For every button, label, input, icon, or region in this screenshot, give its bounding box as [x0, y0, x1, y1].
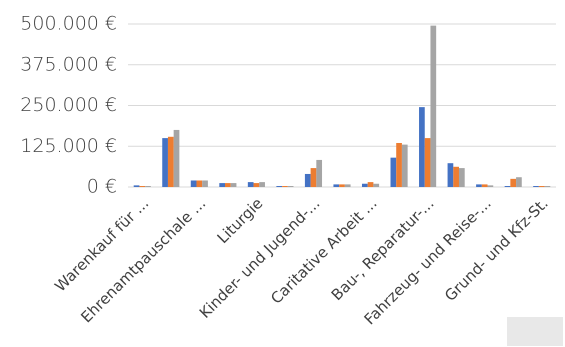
bar [259, 182, 265, 187]
bar [230, 183, 237, 187]
bar [253, 183, 260, 187]
bar [533, 186, 539, 187]
bar [424, 138, 431, 187]
bar [481, 184, 488, 187]
bar [390, 157, 397, 187]
y-tick-label: 125.000 € [20, 135, 117, 157]
bar [316, 159, 323, 187]
bar [202, 180, 208, 187]
bar [196, 180, 203, 187]
bar [516, 177, 522, 187]
bar [304, 173, 311, 187]
bar [504, 186, 511, 187]
bar [458, 168, 465, 187]
bar [162, 138, 168, 187]
x-tick-label: Grund- und Kfz-St. [441, 194, 552, 305]
y-tick-label: 0 € [87, 176, 117, 198]
bar [173, 129, 180, 187]
bar [247, 182, 254, 187]
bar [282, 186, 288, 187]
bar [133, 185, 140, 187]
x-tick-label: Bau-, Reparatur-... [328, 194, 438, 304]
bar [333, 184, 340, 187]
x-tick-label: Liturgie [214, 194, 267, 247]
bar [367, 182, 374, 187]
bar [538, 186, 545, 187]
bar [190, 180, 197, 187]
bar [373, 183, 380, 187]
bar [401, 144, 408, 187]
bar [361, 183, 368, 187]
bar [276, 186, 283, 187]
bar [453, 166, 459, 187]
bar [430, 25, 437, 187]
bar [544, 186, 551, 187]
bar [510, 178, 517, 187]
y-tick-label: 500.000 € [20, 13, 117, 35]
bar [487, 185, 494, 187]
bar [287, 186, 294, 187]
bar [476, 184, 482, 187]
bar [219, 183, 226, 187]
x-tick-label: Caritative Arbeit ... [267, 194, 380, 307]
bar [419, 107, 425, 187]
corner-box [507, 317, 563, 346]
bar [339, 184, 345, 187]
bar [145, 186, 151, 187]
bar [167, 136, 174, 187]
y-tick-label: 375.000 € [20, 53, 117, 75]
bar [344, 184, 351, 187]
bar [225, 183, 231, 187]
y-tick-label: 250.000 € [20, 94, 117, 116]
bar [139, 186, 146, 187]
bar [396, 142, 402, 187]
x-tick-label: Warenkauf für ... [51, 194, 152, 295]
bar [310, 168, 317, 187]
bar [447, 163, 454, 187]
